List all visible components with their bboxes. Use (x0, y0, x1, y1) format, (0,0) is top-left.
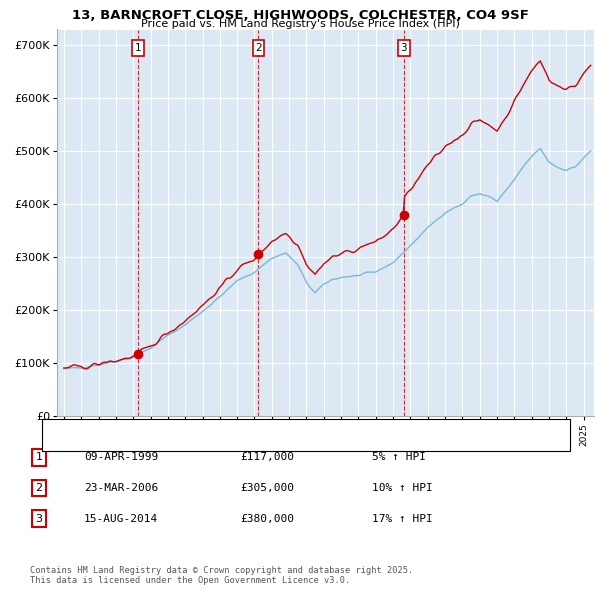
Text: 17% ↑ HPI: 17% ↑ HPI (372, 514, 433, 523)
Text: £380,000: £380,000 (240, 514, 294, 523)
Text: £117,000: £117,000 (240, 453, 294, 462)
Text: 10% ↑ HPI: 10% ↑ HPI (372, 483, 433, 493)
Text: 2: 2 (255, 43, 262, 53)
Text: 3: 3 (35, 514, 43, 523)
Text: Contains HM Land Registry data © Crown copyright and database right 2025.
This d: Contains HM Land Registry data © Crown c… (30, 566, 413, 585)
Text: 1: 1 (134, 43, 141, 53)
Text: Price paid vs. HM Land Registry's House Price Index (HPI): Price paid vs. HM Land Registry's House … (140, 19, 460, 29)
Text: 13, BARNCROFT CLOSE, HIGHWOODS, COLCHESTER, CO4 9SF: 13, BARNCROFT CLOSE, HIGHWOODS, COLCHEST… (71, 9, 529, 22)
Text: 15-AUG-2014: 15-AUG-2014 (84, 514, 158, 523)
Text: 13, BARNCROFT CLOSE, HIGHWOODS, COLCHESTER, CO4 9SF (detached house): 13, BARNCROFT CLOSE, HIGHWOODS, COLCHEST… (86, 424, 466, 432)
Text: 5% ↑ HPI: 5% ↑ HPI (372, 453, 426, 462)
Text: 23-MAR-2006: 23-MAR-2006 (84, 483, 158, 493)
Text: 09-APR-1999: 09-APR-1999 (84, 453, 158, 462)
Text: £305,000: £305,000 (240, 483, 294, 493)
Text: 3: 3 (400, 43, 407, 53)
Text: 2: 2 (35, 483, 43, 493)
Text: HPI: Average price, detached house, Colchester: HPI: Average price, detached house, Colc… (86, 438, 313, 447)
Text: 1: 1 (35, 453, 43, 462)
